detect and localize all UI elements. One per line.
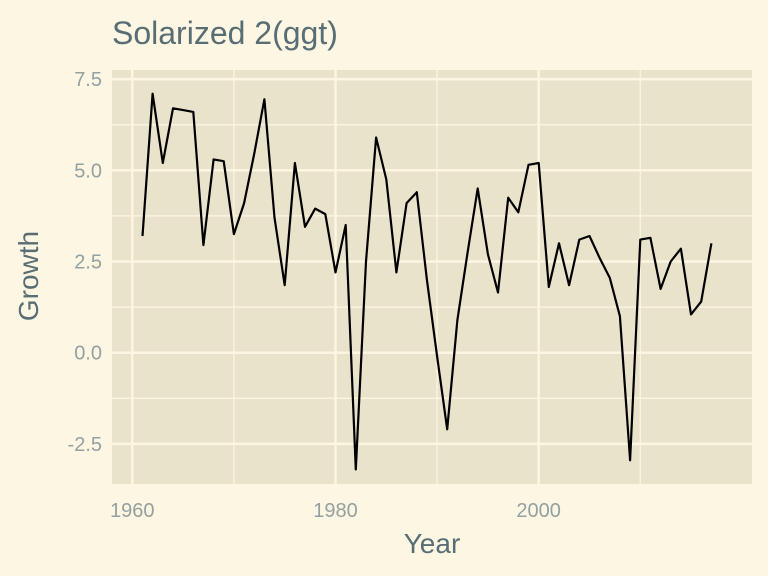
series-layer: [141, 92, 713, 471]
y-axis: 7.5 5.0 2.5 0.0 -2.5: [68, 69, 112, 456]
y-axis-title: Growth: [13, 231, 44, 321]
series-line: [141, 92, 713, 471]
x-tick-label: 2000: [516, 500, 561, 522]
major-gridlines: [112, 70, 752, 484]
x-tick-label: 1960: [110, 500, 155, 522]
y-tick-label: 0.0: [74, 343, 102, 365]
chart-title: Solarized 2(ggt): [112, 15, 338, 51]
y-tick-label: 2.5: [74, 251, 102, 273]
x-axis: 1960 1980 2000: [110, 484, 561, 522]
y-tick-label: 7.5: [74, 69, 102, 91]
y-tick-label: 5.0: [74, 160, 102, 182]
x-axis-title: Year: [404, 528, 461, 559]
plot-panel: [112, 70, 752, 484]
minor-gridlines: [112, 70, 752, 484]
y-tick-label: -2.5: [68, 434, 102, 456]
x-tick-label: 1980: [313, 500, 358, 522]
